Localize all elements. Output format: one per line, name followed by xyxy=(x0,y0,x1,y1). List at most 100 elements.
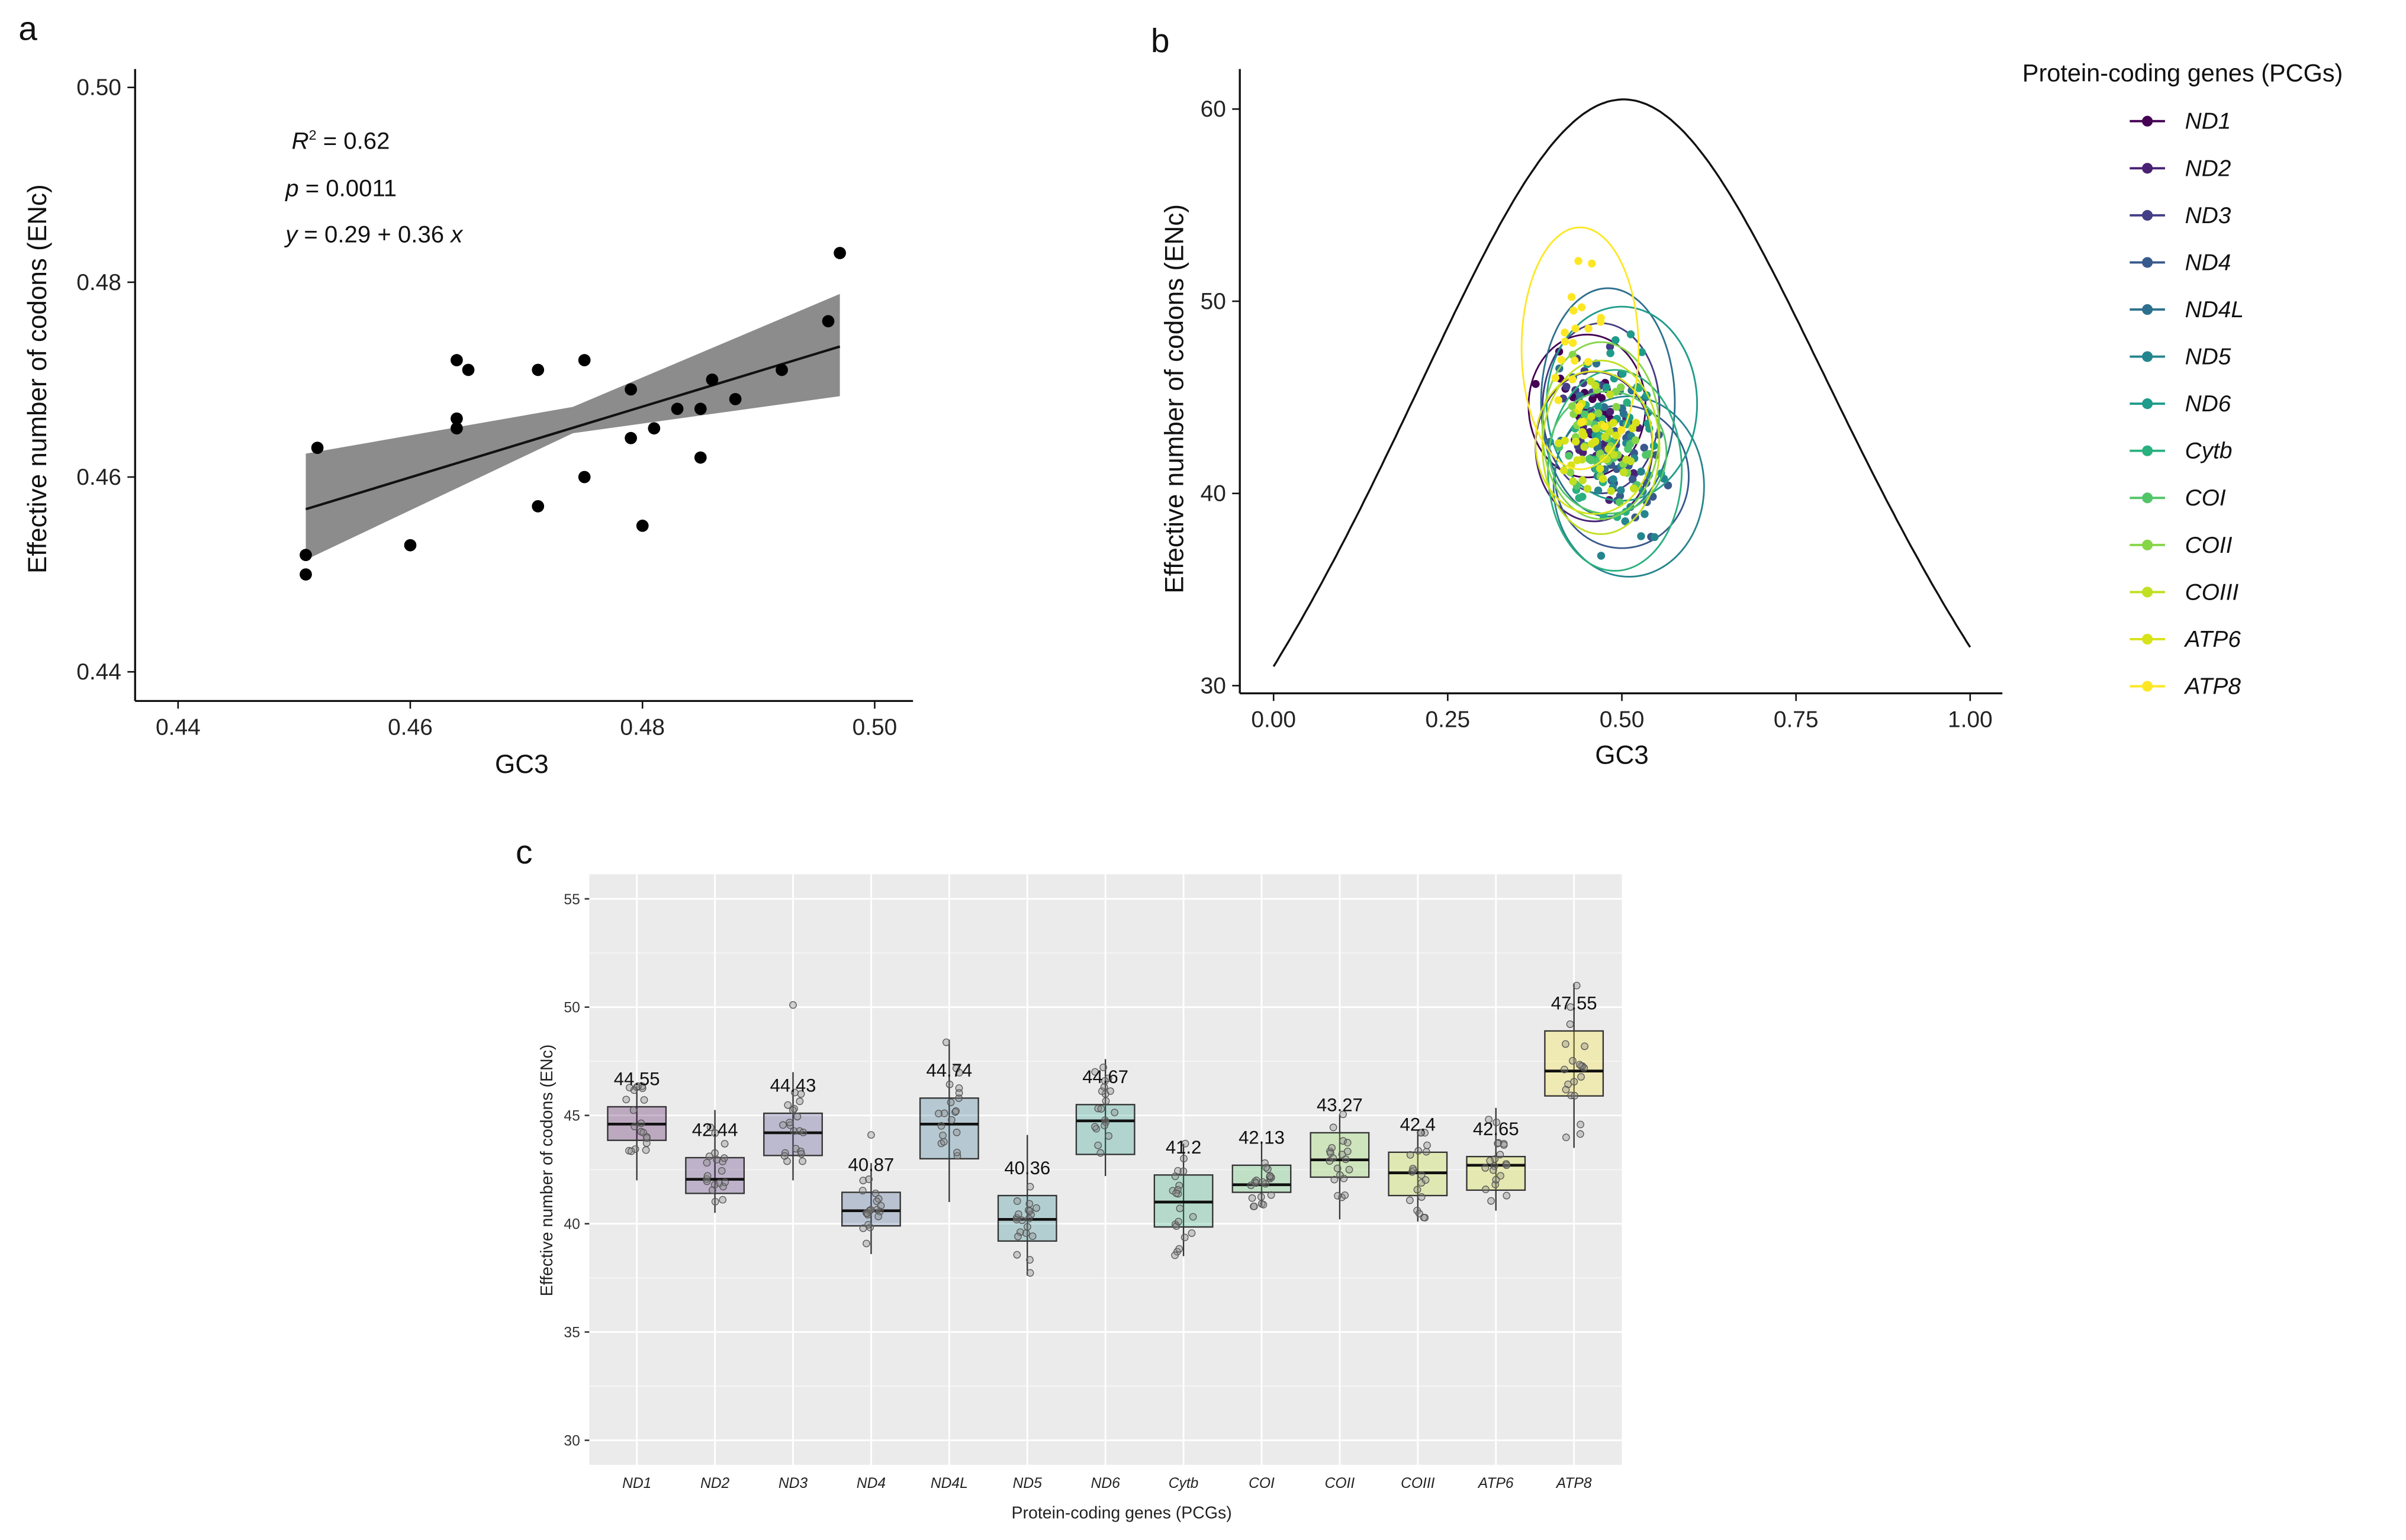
confidence-ellipse xyxy=(1535,370,1654,515)
x-tick-label: ATP6 xyxy=(1477,1475,1514,1491)
jitter-point xyxy=(1176,1204,1184,1213)
data-point xyxy=(1617,426,1626,434)
data-point xyxy=(1567,293,1576,301)
jitter-point xyxy=(709,1186,716,1194)
jitter-point xyxy=(937,1122,945,1130)
data-point xyxy=(1640,443,1648,452)
data-point xyxy=(729,392,742,405)
jitter-point xyxy=(1097,1105,1105,1113)
jitter-point xyxy=(799,1157,806,1165)
data-point xyxy=(532,500,545,513)
x-tick-label: COI xyxy=(1249,1475,1275,1491)
mean-label: 44.55 xyxy=(614,1069,660,1090)
mean-label: 42.4 xyxy=(1400,1114,1436,1135)
jitter-point xyxy=(705,1152,713,1161)
y-tick-label: 0.46 xyxy=(76,465,121,490)
jitter-point xyxy=(784,1101,792,1109)
data-point xyxy=(1624,444,1632,453)
legend-dot xyxy=(2142,681,2153,692)
data-point xyxy=(1610,450,1618,459)
data-point xyxy=(1580,431,1588,440)
y-axis-title: Effective number of codons (ENc) xyxy=(1160,204,1189,594)
jitter-point xyxy=(780,1152,789,1160)
jitter-point xyxy=(1018,1216,1026,1225)
axis-ticks: 0.00 0.25 0.50 0.75 1.00 30 40 50 60 xyxy=(1201,96,1993,732)
jitter-point xyxy=(1413,1185,1421,1194)
boxplot-COI: 42.13 xyxy=(1231,1127,1292,1210)
jitter-point xyxy=(720,1154,728,1162)
jitter-point xyxy=(628,1147,635,1155)
data-point xyxy=(1596,465,1604,473)
data-point xyxy=(1577,303,1586,312)
data-point xyxy=(1569,477,1577,486)
jitter-point xyxy=(1247,1181,1255,1190)
data-point xyxy=(1649,442,1658,450)
jitter-point xyxy=(1334,1192,1342,1200)
jitter-point xyxy=(1181,1139,1189,1148)
confidence-ellipse xyxy=(1541,359,1661,535)
jitter-point xyxy=(1422,1148,1430,1156)
jitter-point xyxy=(626,1084,633,1092)
data-point xyxy=(1632,418,1641,427)
legend-label: ND3 xyxy=(2185,203,2231,228)
data-point xyxy=(451,422,463,435)
jitter-point xyxy=(1417,1179,1426,1187)
jitter-point xyxy=(867,1206,875,1214)
data-point xyxy=(1578,492,1587,501)
p-value-annotation: p = 0.0011 xyxy=(285,175,397,202)
legend-item-ND1: ND1 xyxy=(2130,109,2231,134)
jitter-point xyxy=(1105,1132,1112,1140)
jitter-point xyxy=(955,1094,963,1102)
panel-c-label: c xyxy=(516,833,533,871)
legend: ND1 ND2 ND3 ND4 ND4L ND5 ND6 Cytb COI COII COIII AT… xyxy=(2130,109,2244,699)
jitter-point xyxy=(1345,1165,1353,1174)
data-point xyxy=(532,363,545,376)
jitter-point xyxy=(1569,1056,1577,1065)
jitter-point xyxy=(1421,1176,1430,1184)
data-point xyxy=(625,383,637,396)
data-point xyxy=(1606,349,1614,357)
jitter-point xyxy=(1423,1141,1431,1149)
legend-label: ND6 xyxy=(2185,391,2231,417)
data-point xyxy=(636,519,649,532)
x-tick-label: ND6 xyxy=(1091,1475,1121,1491)
legend-item-COII: COII xyxy=(2130,533,2233,558)
data-point xyxy=(1575,402,1584,411)
jitter-point xyxy=(786,1121,795,1129)
boxplot-ND4L: 44.74 xyxy=(919,1038,979,1203)
x-tick-label: Cytb xyxy=(1169,1475,1199,1491)
x-tick-label: COII xyxy=(1325,1475,1355,1491)
jitter-point xyxy=(1096,1149,1105,1157)
jitter-point xyxy=(642,1146,650,1154)
x-tick-label: 0.50 xyxy=(853,714,898,740)
data-point xyxy=(1602,383,1611,392)
data-point xyxy=(1587,377,1595,385)
jitter-point xyxy=(1417,1193,1426,1201)
data-point xyxy=(1619,468,1628,476)
legend-label: COIII xyxy=(2185,579,2239,605)
legend-item-ND4L: ND4L xyxy=(2130,297,2244,323)
data-point xyxy=(1596,317,1605,326)
data-point xyxy=(1641,510,1649,518)
y-tick-label: 30 xyxy=(1201,673,1226,698)
jitter-point xyxy=(721,1178,729,1186)
jitter-point xyxy=(1575,1061,1584,1069)
data-point xyxy=(1594,402,1603,411)
y-tick-label: 0.48 xyxy=(76,270,121,295)
axis-ticks: 0.44 0.46 0.48 0.50 0.44 0.46 0.48 0.50 xyxy=(76,75,897,740)
jitter-point xyxy=(1026,1269,1034,1277)
jitter-point xyxy=(1111,1109,1119,1117)
boxplot-ATP6: 42.65 xyxy=(1466,1107,1526,1211)
jitter-point xyxy=(1492,1175,1500,1184)
mean-label: 42.13 xyxy=(1239,1127,1285,1148)
jitter-point xyxy=(1099,1064,1107,1071)
mean-label: 40.87 xyxy=(848,1154,895,1175)
jitter-point xyxy=(1493,1118,1501,1126)
x-tick-label: ND2 xyxy=(700,1475,730,1491)
jitter-point xyxy=(1179,1167,1188,1175)
jitter-point xyxy=(1566,1020,1574,1028)
legend-label: ATP8 xyxy=(2184,674,2241,699)
jitter-point xyxy=(642,1139,651,1147)
data-point xyxy=(1571,324,1580,333)
jitter-point xyxy=(1248,1194,1256,1202)
